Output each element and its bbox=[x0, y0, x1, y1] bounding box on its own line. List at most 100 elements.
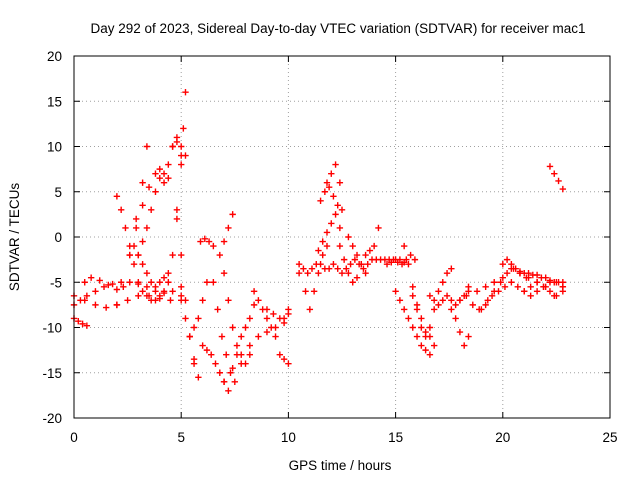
data-point bbox=[173, 215, 181, 223]
series-tr27 bbox=[295, 242, 331, 313]
data-point bbox=[231, 378, 238, 385]
data-point bbox=[143, 292, 151, 300]
data-point bbox=[315, 247, 322, 254]
tick-labels: 0 5 10 15 20 25 -20 -15 -10 -5 0 5 10 15 20 bbox=[42, 49, 617, 445]
series-tr14 bbox=[186, 279, 211, 340]
data-point bbox=[525, 270, 532, 277]
data-point bbox=[225, 297, 232, 304]
y-tick-label: 10 bbox=[47, 140, 62, 155]
series-tr43 bbox=[521, 279, 567, 300]
data-point bbox=[246, 351, 254, 358]
series-tr08 bbox=[130, 242, 172, 290]
data-point bbox=[304, 270, 311, 277]
data-point bbox=[508, 279, 515, 286]
data-point bbox=[186, 333, 193, 340]
data-point bbox=[443, 292, 451, 300]
data-point bbox=[113, 286, 121, 293]
data-point bbox=[392, 288, 399, 295]
data-point bbox=[478, 306, 485, 313]
data-point bbox=[75, 317, 82, 325]
data-point bbox=[201, 235, 208, 243]
data-point bbox=[113, 193, 121, 200]
data-point bbox=[272, 333, 279, 340]
data-point bbox=[152, 170, 159, 177]
data-point bbox=[302, 288, 309, 295]
data-point bbox=[139, 202, 146, 209]
series-tr30 bbox=[323, 161, 344, 186]
data-point bbox=[167, 297, 174, 304]
data-point bbox=[263, 306, 271, 313]
data-point bbox=[156, 165, 163, 173]
data-point bbox=[469, 301, 476, 309]
data-point bbox=[197, 238, 204, 245]
data-point bbox=[396, 256, 404, 263]
data-point bbox=[124, 297, 131, 304]
data-point bbox=[338, 206, 346, 214]
series-tr39 bbox=[456, 279, 567, 313]
series-tr35 bbox=[383, 256, 408, 268]
data-point bbox=[308, 265, 316, 272]
data-point bbox=[353, 274, 361, 281]
data-point bbox=[306, 306, 314, 313]
data-point bbox=[246, 315, 254, 322]
data-point bbox=[190, 324, 198, 331]
series-tr05 bbox=[113, 193, 168, 304]
data-point bbox=[533, 271, 541, 279]
data-point bbox=[553, 292, 560, 300]
data-point bbox=[212, 360, 219, 367]
series-tr32 bbox=[345, 233, 369, 277]
data-point bbox=[242, 324, 249, 331]
data-point bbox=[499, 274, 506, 281]
y-tick-label: -20 bbox=[42, 411, 62, 426]
data-point bbox=[276, 315, 284, 322]
data-point bbox=[448, 297, 455, 304]
data-point bbox=[491, 279, 498, 286]
data-point bbox=[336, 179, 344, 186]
data-point bbox=[422, 328, 429, 336]
data-point bbox=[559, 283, 567, 290]
data-point bbox=[443, 270, 451, 277]
series-tr18 bbox=[216, 251, 254, 367]
data-point bbox=[130, 242, 138, 250]
y-tick-label: -15 bbox=[42, 366, 62, 381]
data-point bbox=[332, 211, 339, 218]
data-point bbox=[190, 355, 198, 363]
x-tick-label: 0 bbox=[70, 430, 78, 445]
data-point bbox=[366, 247, 374, 254]
data-point bbox=[358, 260, 365, 268]
data-point bbox=[503, 270, 511, 277]
data-point bbox=[336, 242, 344, 250]
data-point bbox=[263, 328, 271, 336]
grid-lines bbox=[74, 56, 610, 418]
data-point bbox=[152, 283, 159, 290]
x-tick-label: 5 bbox=[177, 430, 185, 445]
data-point bbox=[285, 360, 292, 367]
data-point bbox=[523, 274, 530, 281]
data-point bbox=[503, 256, 511, 263]
data-point bbox=[484, 297, 491, 304]
data-point bbox=[325, 265, 333, 272]
data-point bbox=[139, 288, 146, 295]
data-point bbox=[330, 260, 337, 268]
data-point bbox=[370, 242, 378, 250]
series-tr34 bbox=[400, 242, 455, 340]
data-point bbox=[152, 297, 159, 304]
data-point bbox=[448, 306, 455, 313]
series-tr13 bbox=[173, 206, 202, 381]
chart-title: Day 292 of 2023, Sidereal Day-to-day VTE… bbox=[91, 21, 586, 36]
data-point bbox=[330, 193, 337, 200]
data-point bbox=[96, 277, 103, 284]
data-point bbox=[418, 342, 425, 349]
data-point bbox=[139, 260, 146, 268]
x-tick-label: 10 bbox=[281, 430, 296, 445]
data-point bbox=[165, 270, 172, 277]
data-point bbox=[238, 333, 245, 340]
data-point bbox=[364, 260, 371, 268]
data-point bbox=[375, 224, 382, 232]
data-point bbox=[508, 260, 515, 268]
data-point bbox=[152, 188, 159, 195]
data-point bbox=[156, 292, 163, 300]
data-point bbox=[203, 346, 211, 354]
data-point bbox=[178, 297, 185, 304]
data-point bbox=[182, 152, 189, 159]
